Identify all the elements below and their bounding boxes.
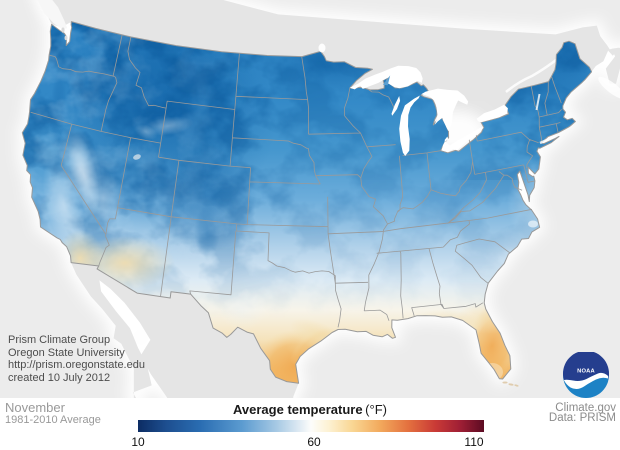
svg-text:NOAA: NOAA	[577, 369, 595, 375]
